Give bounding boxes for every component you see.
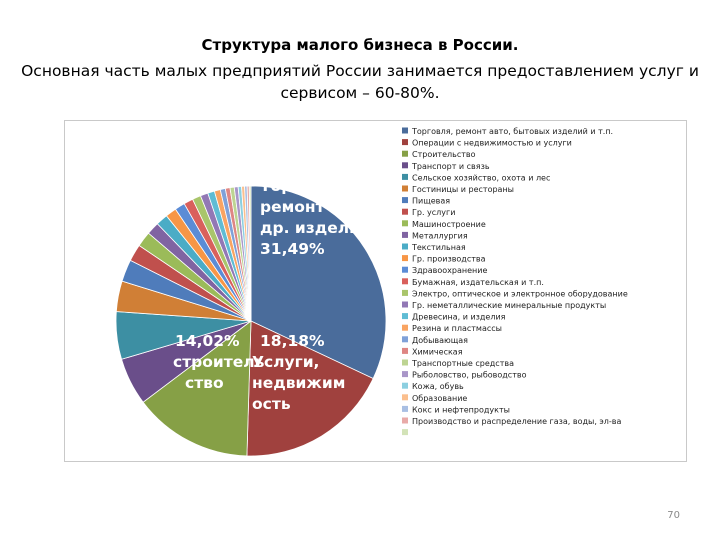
slice-annotation-line: ость	[252, 395, 291, 413]
legend-swatch	[402, 231, 408, 238]
legend-swatch	[402, 371, 408, 378]
legend-label: Кожа, обувь	[412, 382, 464, 391]
legend-label: Пищевая	[412, 197, 450, 206]
legend-swatch	[402, 347, 408, 354]
legend-swatch	[402, 359, 408, 366]
legend-swatch	[402, 127, 408, 134]
legend-swatch	[402, 208, 408, 215]
legend-swatch	[402, 394, 408, 401]
legend-label: Операции с недвижимостью и услуги	[412, 139, 572, 148]
legend-label: Текстильная	[411, 243, 466, 252]
legend-label: Древесина, и изделия	[412, 313, 506, 322]
slice-annotation-line: Торговля,	[260, 177, 348, 195]
legend-label: Гр. производства	[412, 255, 486, 264]
legend-swatch	[402, 405, 408, 412]
legend-swatch	[402, 197, 408, 204]
legend-label: Торговля, ремонт авто, бытовых изделий и…	[411, 127, 613, 136]
legend-label: Транспорт и связь	[411, 162, 490, 171]
legend-swatch	[402, 266, 408, 273]
legend-label: Сельское хозяйство, охота и лес	[412, 173, 550, 182]
slice-annotation: 14,02% строитель ство	[173, 332, 265, 392]
legend-swatch	[402, 313, 408, 320]
slide-subtitle: Основная часть малых предприятий России …	[21, 62, 699, 102]
pie-slice	[248, 185, 252, 322]
slice-annotation-line: строитель	[173, 353, 265, 371]
slice-annotation-line: 31,49%	[260, 240, 325, 258]
legend-swatch	[402, 278, 408, 285]
legend-swatch	[402, 255, 408, 262]
legend-swatch	[402, 301, 408, 308]
slice-annotation-line: ремонт авто,	[260, 198, 376, 216]
legend-label: Машиностроение	[412, 220, 486, 229]
slice-annotation: 18,18% Услуги, недвижим ость	[252, 332, 345, 413]
legend-label: Рыболовство, рыбоводство	[412, 371, 527, 380]
legend-swatch	[402, 417, 408, 424]
legend-label: Образование	[412, 394, 467, 403]
legend-label: Производство и распределение газа, воды,…	[412, 417, 622, 426]
legend-swatch	[402, 173, 408, 180]
legend-swatch	[402, 220, 408, 227]
legend-swatch	[402, 324, 408, 331]
legend-label: Добывающая	[412, 336, 468, 345]
legend-swatch	[402, 185, 408, 192]
slice-annotation-line: Услуги,	[252, 353, 319, 371]
legend-label: Здравоохранение	[412, 266, 487, 275]
pie-slice	[246, 320, 374, 457]
legend-label: Химическая	[412, 347, 463, 356]
legend-swatch	[402, 162, 408, 169]
legend-label: Гр. услуги	[412, 208, 455, 217]
legend-swatch	[402, 429, 408, 436]
pie-slices	[115, 185, 387, 457]
slice-annotation-line: 14,02%	[175, 332, 240, 350]
legend-swatch	[402, 243, 408, 250]
legend-swatch	[402, 382, 408, 389]
slice-annotation: Торговля, ремонт авто, др. изделий 31,49%	[260, 177, 376, 258]
slice-annotation-line: ство	[185, 374, 224, 392]
legend-label: Резина и пластмассы	[412, 324, 502, 333]
pie-slice	[250, 185, 387, 380]
chart-frame: Торговля, ремонт авто, др. изделий 31,49% 18…	[64, 120, 687, 462]
legend-swatch	[402, 289, 408, 296]
slice-annotation-line: др. изделий	[260, 219, 371, 237]
legend-label: Гостиницы и рестораны	[412, 185, 514, 194]
slice-annotation-line: 18,18%	[260, 332, 325, 350]
pie-annotations: Торговля, ремонт авто, др. изделий 31,49% 18…	[173, 177, 376, 413]
legend-label: Электро, оптическое и электронное оборуд…	[412, 289, 628, 298]
legend-label: Кокс и нефтепродукты	[412, 405, 510, 414]
slice-annotation-line: недвижим	[252, 374, 345, 392]
legend-label: Металлургия	[412, 231, 468, 240]
chart-legend: Торговля, ремонт авто, бытовых изделий и…	[402, 127, 628, 436]
legend-swatch	[402, 336, 408, 343]
legend-label: Бумажная, издательская и т.п.	[412, 278, 544, 287]
page-number: 70	[667, 510, 680, 521]
legend-swatch	[402, 150, 408, 157]
pie-slice	[142, 320, 252, 457]
pie-chart: Торговля, ремонт авто, др. изделий 31,49% 18…	[115, 127, 628, 457]
slide-title: Структура малого бизнеса в России.	[201, 36, 519, 54]
legend-label: Транспортные средства	[411, 359, 514, 368]
legend-swatch	[402, 139, 408, 146]
legend-label: Гр. неметаллические минеральные продукты	[412, 301, 606, 310]
legend-label: Строительство	[412, 150, 476, 159]
